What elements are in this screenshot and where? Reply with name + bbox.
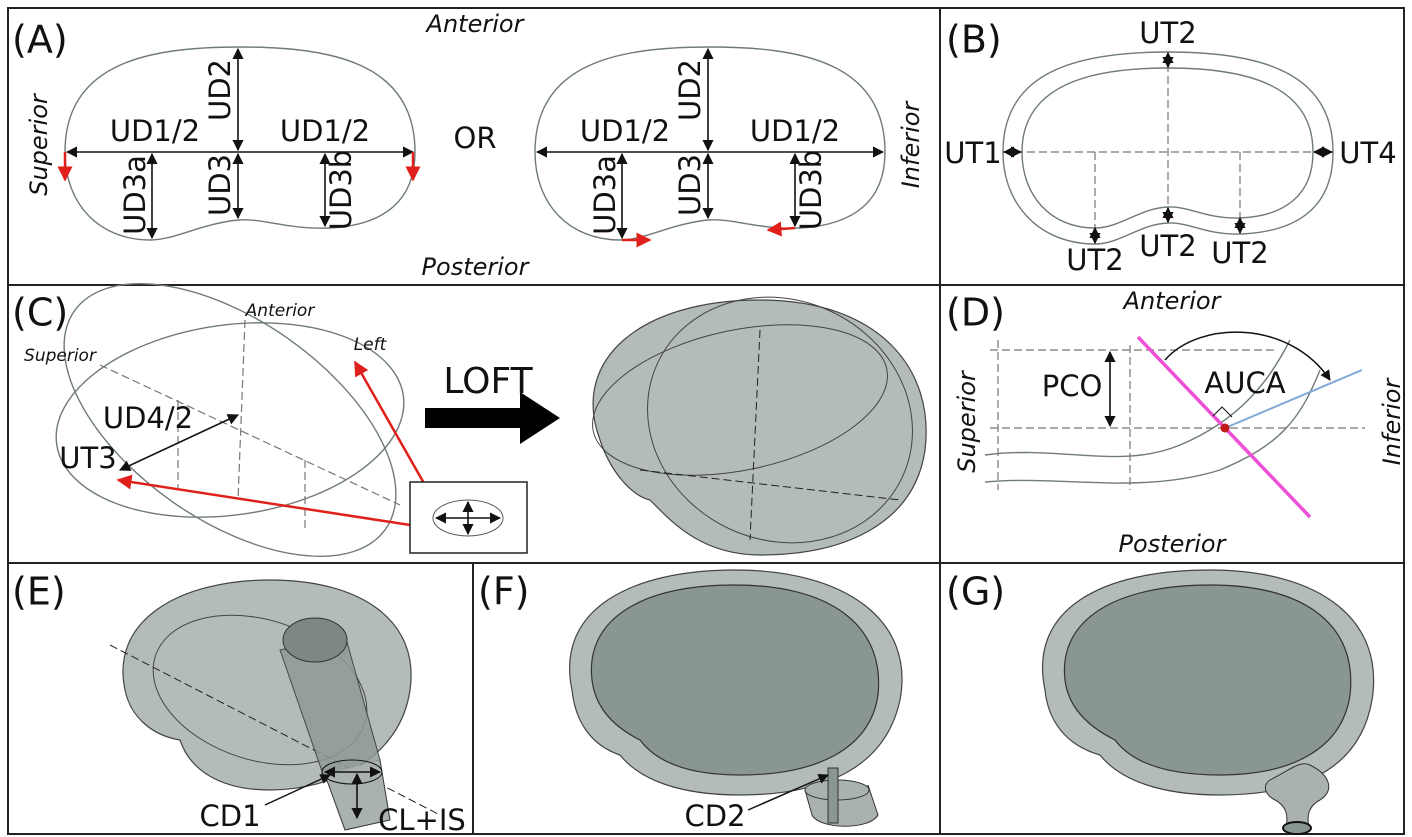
loft-label: LOFT xyxy=(443,361,533,402)
direction: Inferior xyxy=(897,100,925,189)
dimension-label: UD3b xyxy=(794,150,828,230)
measure-label: PCO xyxy=(1042,369,1103,403)
dimension-label: UD3a xyxy=(588,155,622,235)
dimension-label: UD1/2 xyxy=(580,114,670,148)
dimension-label: CD1 xyxy=(199,799,260,833)
dimension-label: UD1/2 xyxy=(750,114,840,148)
dimension-label: UD3b xyxy=(324,150,358,230)
dimension-label: UD1/2 xyxy=(280,114,370,148)
panel-label: (C) xyxy=(12,291,68,335)
panel-label: (G) xyxy=(946,570,1005,614)
direction: Anterior xyxy=(245,301,316,321)
direction: Left xyxy=(354,335,388,355)
thickness-label: UT1 xyxy=(944,136,1001,170)
direction: Superior xyxy=(953,369,981,473)
panel-label: (B) xyxy=(946,18,1002,62)
direction: Anterior xyxy=(425,10,526,38)
direction: Inferior xyxy=(1378,377,1406,466)
direction: Posterior xyxy=(1119,530,1228,558)
dimension-label: UD2 xyxy=(673,59,707,121)
dimension-label: UT3 xyxy=(59,441,116,475)
or-label: OR xyxy=(454,121,497,155)
thickness-label: UT2 xyxy=(1139,16,1196,50)
panel-label: (F) xyxy=(478,570,530,614)
thickness-label: UT2 xyxy=(1066,243,1123,277)
thickness-label: UT2 xyxy=(1211,236,1268,270)
panel-label: (E) xyxy=(12,570,66,614)
direction: Superior xyxy=(25,92,53,196)
direction: Anterior xyxy=(1122,287,1223,315)
panel-label: (A) xyxy=(12,18,68,62)
dimension-label: UD1/2 xyxy=(110,114,200,148)
direction: Posterior xyxy=(422,253,531,281)
dimension-label: CL+IS xyxy=(378,803,466,837)
dimension-label: UD4/2 xyxy=(103,401,193,435)
dimension-label: UD3 xyxy=(203,154,237,216)
panel-label: (D) xyxy=(946,291,1005,335)
dimension-label: UD2 xyxy=(203,59,237,121)
dimension-label: CD2 xyxy=(684,799,745,833)
thickness-label: UT4 xyxy=(1339,136,1396,170)
dimension-label: UD3a xyxy=(118,155,152,235)
thickness-label: UT2 xyxy=(1139,229,1196,263)
dimension-label: UD3 xyxy=(673,154,707,216)
figure: (A) Anterior Posterior Superior Inferior… xyxy=(0,0,1412,837)
measure-label: AUCA xyxy=(1204,366,1285,400)
direction: Superior xyxy=(24,346,97,366)
